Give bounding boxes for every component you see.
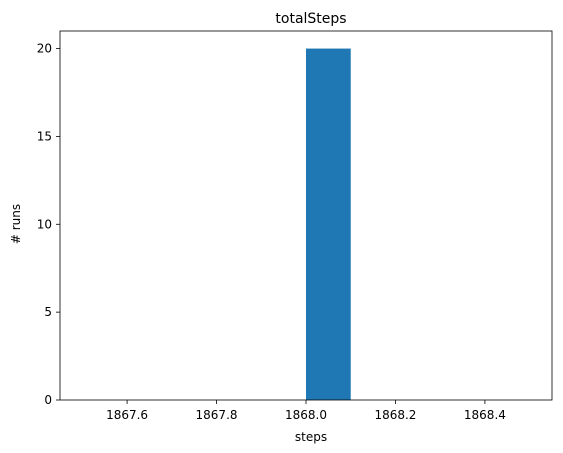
y-tick-label: 0 (44, 393, 52, 407)
x-tick-label: 1867.6 (106, 408, 148, 422)
x-tick-label: 1867.8 (196, 408, 238, 422)
x-tick-label: 1868.0 (285, 408, 327, 422)
y-tick-label: 10 (37, 217, 52, 231)
y-axis-ticks: 0 5 10 15 20 (37, 42, 60, 407)
y-tick-label: 15 (37, 129, 52, 143)
x-tick-label: 1868.2 (374, 408, 416, 422)
bars-group (306, 48, 351, 400)
y-tick-label: 5 (44, 305, 52, 319)
plot-frame (59, 30, 553, 401)
x-axis-label: steps (295, 430, 327, 444)
x-tick-label: 1868.4 (464, 408, 506, 422)
histogram-bar (306, 48, 351, 400)
y-axis-label: # runs (9, 204, 23, 244)
y-tick-label: 20 (37, 42, 52, 56)
x-axis-ticks: 1867.6 1867.8 1868.0 1868.2 1868.4 (106, 400, 506, 422)
chart-title: totalSteps (275, 11, 346, 27)
